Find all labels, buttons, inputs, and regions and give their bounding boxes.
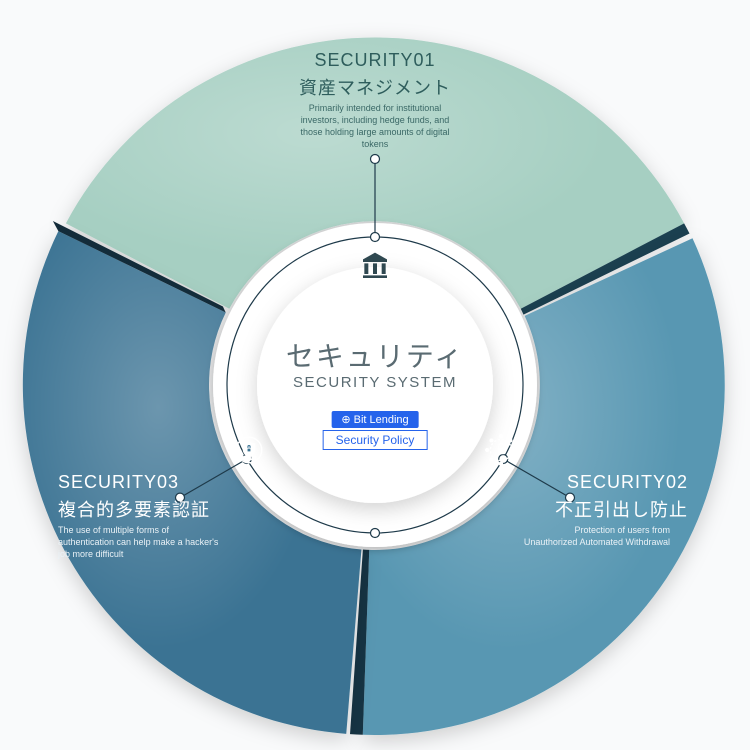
- seg01-subtitle: 資産マネジメント: [299, 74, 451, 100]
- security-radial-infographic: セキュリティ SECURITY SYSTEM ⊕ Bit Lending Sec…: [0, 0, 750, 750]
- svg-text:MULTI: MULTI: [242, 456, 256, 462]
- bank-icon: [357, 248, 393, 284]
- seg01-desc: Primarily intended for institutional inv…: [300, 102, 450, 151]
- seg03-subtitle: 複合的多要素認証: [58, 496, 210, 522]
- seg02-heading: SECURITY02: [567, 472, 688, 493]
- badge-bottom: Security Policy: [323, 430, 428, 450]
- center-badge: ⊕ Bit Lending Security Policy: [323, 410, 428, 450]
- center-title-jp: セキュリティ: [286, 335, 464, 375]
- badge-top: ⊕ Bit Lending: [331, 411, 418, 428]
- lock-network-icon: [483, 432, 519, 468]
- seg01-heading: SECURITY01: [314, 50, 435, 71]
- seg02-subtitle: 不正引出し防止: [555, 496, 688, 522]
- seg02-desc: Protection of users from Unauthorized Au…: [520, 524, 670, 548]
- center-title-en: SECURITY SYSTEM: [293, 374, 457, 391]
- seg03-desc: The use of multiple forms of authenticat…: [58, 524, 223, 560]
- seg03-heading: SECURITY03: [58, 472, 179, 493]
- shield-multi-icon: MULTI: [231, 432, 267, 468]
